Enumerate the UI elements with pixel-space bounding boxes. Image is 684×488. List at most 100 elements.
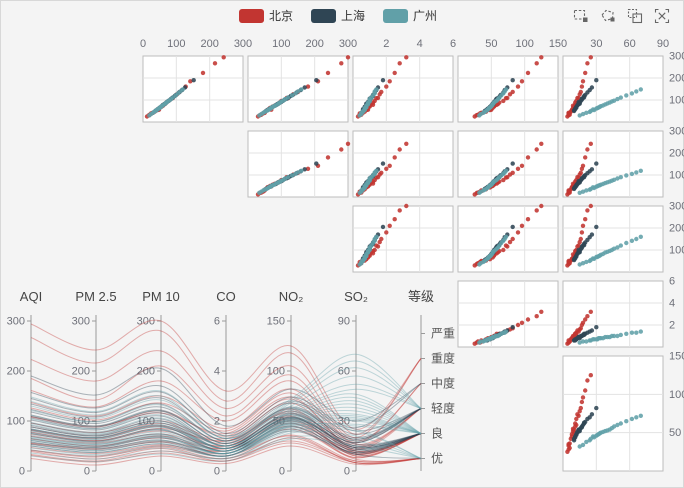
scatter-matrix[interactable]: 0 100 200 300 100 200 300 2 4 6 50 100 150 30 60 90 100 2… [140, 38, 684, 472]
svg-text:6: 6 [214, 316, 220, 328]
svg-text:严重: 严重 [431, 327, 455, 341]
scatter-cell[interactable] [562, 55, 664, 123]
svg-text:150: 150 [669, 351, 684, 363]
svg-text:50: 50 [485, 38, 497, 50]
scatter-cell[interactable] [142, 55, 244, 123]
brush-rect-icon[interactable] [572, 7, 590, 25]
svg-text:90: 90 [657, 38, 669, 50]
svg-text:0: 0 [344, 466, 350, 478]
parallel-axis-CO[interactable]: CO 0 2 4 6 [214, 289, 236, 478]
scatter-series-上海 [571, 78, 599, 114]
scatter-series-广州 [477, 87, 509, 118]
svg-text:PM 10: PM 10 [142, 289, 180, 304]
legend-item-beijing[interactable]: 北京 [239, 9, 293, 23]
svg-text:300: 300 [669, 126, 684, 138]
legend-swatch-guangzhou-icon [383, 9, 409, 23]
scatter-series-广州 [357, 87, 379, 118]
svg-text:4: 4 [417, 38, 423, 50]
scatter-series-广州 [357, 168, 379, 195]
scatter-cell[interactable] [562, 130, 664, 198]
scatter-series-广州 [477, 168, 509, 195]
brush-polygon-icon[interactable] [599, 7, 617, 25]
svg-text:4: 4 [214, 366, 220, 378]
scatter-cell[interactable] [352, 130, 454, 198]
svg-text:300: 300 [137, 316, 155, 328]
svg-text:轻度: 轻度 [431, 401, 455, 416]
svg-text:优: 优 [431, 452, 443, 466]
svg-text:200: 200 [200, 38, 218, 50]
svg-text:300: 300 [669, 201, 684, 213]
svg-text:150: 150 [549, 38, 567, 50]
svg-text:中度: 中度 [431, 376, 455, 391]
scatter-series-广州 [577, 234, 643, 267]
scatter-cell[interactable] [457, 203, 559, 273]
svg-text:100: 100 [72, 416, 90, 428]
legend-swatch-shanghai-icon [311, 9, 337, 23]
brush-clear-icon[interactable] [653, 7, 671, 25]
svg-text:150: 150 [267, 316, 285, 328]
svg-text:PM 2.5: PM 2.5 [75, 289, 116, 304]
parallel-axis-PM25[interactable]: PM 2.5 0 100 200 300 [72, 289, 117, 478]
parallel-axis-NO2[interactable]: NO₂ 0 50 100 150 [267, 289, 304, 478]
svg-text:良: 良 [431, 426, 443, 441]
scatter-cell[interactable] [457, 280, 559, 348]
svg-text:0: 0 [84, 466, 90, 478]
scatter-cell[interactable] [562, 280, 664, 348]
legend-label-shanghai: 上海 [341, 9, 366, 23]
svg-text:等级: 等级 [408, 289, 434, 304]
parallel-axis-PM10[interactable]: PM 10 0 100 200 300 [137, 289, 180, 478]
scatter-cell[interactable] [352, 203, 454, 273]
svg-text:6: 6 [450, 38, 456, 50]
svg-text:100: 100 [515, 38, 533, 50]
legend: 北京 上海 广州 [239, 9, 437, 23]
parallel-series-北京 [30, 319, 422, 466]
scatter-series-广州 [577, 87, 643, 118]
scatter-cell[interactable] [247, 130, 351, 198]
scatter-cell[interactable] [247, 55, 351, 123]
legend-label-guangzhou: 广州 [413, 9, 438, 23]
brush-keep-icon[interactable] [626, 7, 644, 25]
svg-text:0: 0 [149, 466, 155, 478]
svg-text:60: 60 [338, 366, 350, 378]
scatter-cell[interactable] [562, 203, 664, 273]
svg-text:0: 0 [279, 466, 285, 478]
scatter-series-上海 [571, 405, 599, 443]
svg-text:0: 0 [214, 466, 220, 478]
parallel-axis-SO2[interactable]: SO₂ 0 30 60 90 [338, 289, 368, 478]
svg-text:200: 200 [137, 366, 155, 378]
scatter-series-广州 [477, 329, 509, 345]
svg-text:CO: CO [216, 289, 236, 304]
svg-text:100: 100 [267, 366, 285, 378]
svg-text:90: 90 [338, 316, 350, 328]
parallel-axis-AQI[interactable]: AQI 0 100 200 300 [7, 289, 43, 478]
svg-text:重度: 重度 [431, 351, 455, 366]
legend-item-shanghai[interactable]: 上海 [311, 9, 365, 23]
svg-text:NO₂: NO₂ [279, 289, 304, 304]
scatter-series-广州 [257, 87, 304, 118]
svg-text:200: 200 [669, 148, 684, 160]
svg-text:50: 50 [273, 416, 285, 428]
scatter-series-广州 [147, 87, 185, 118]
svg-text:6: 6 [669, 276, 675, 288]
svg-text:30: 30 [590, 38, 602, 50]
svg-text:60: 60 [624, 38, 636, 50]
scatter-cell[interactable] [562, 355, 664, 472]
svg-text:100: 100 [167, 38, 185, 50]
svg-text:300: 300 [339, 38, 357, 50]
legend-item-guangzhou[interactable]: 广州 [383, 9, 437, 23]
svg-text:100: 100 [669, 245, 684, 257]
svg-text:100: 100 [272, 38, 290, 50]
scatter-cell[interactable] [457, 55, 559, 123]
svg-text:SO₂: SO₂ [344, 289, 368, 304]
svg-text:200: 200 [669, 223, 684, 235]
scatter-cell[interactable] [457, 130, 559, 198]
scatter-cell[interactable] [352, 55, 454, 123]
toolbox [572, 7, 671, 25]
svg-text:30: 30 [338, 416, 350, 428]
svg-text:2: 2 [669, 320, 675, 332]
parallel-series-上海 [30, 367, 422, 459]
